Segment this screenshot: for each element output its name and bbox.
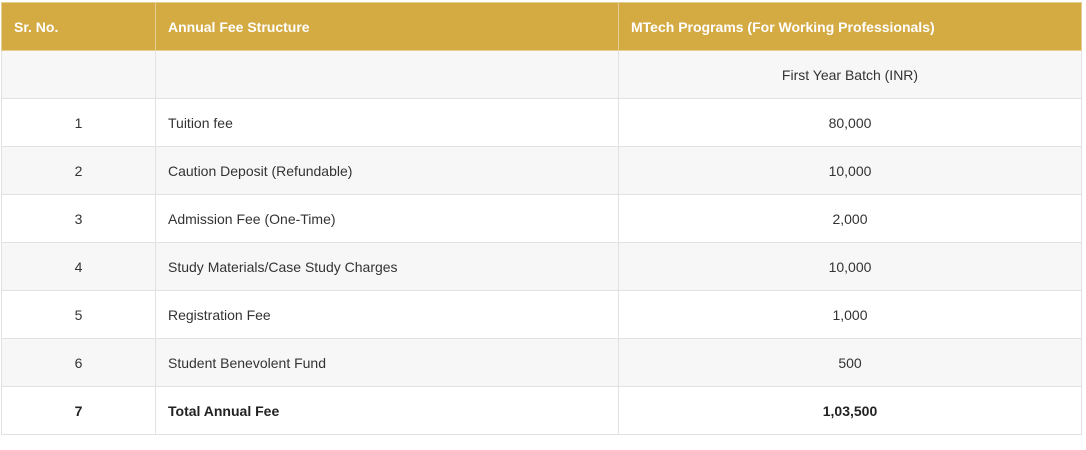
header-mtech-programs: MTech Programs (For Working Professional… <box>618 2 1082 51</box>
row-fee-amount: 2,000 <box>618 194 1082 243</box>
row-fee-item: Tuition fee <box>155 98 619 147</box>
row-sr-no: 6 <box>1 338 156 387</box>
row-fee-amount: 10,000 <box>618 242 1082 291</box>
subheader-item <box>155 50 619 99</box>
row-sr-no: 4 <box>1 242 156 291</box>
total-sr-no: 7 <box>1 386 156 435</box>
fee-structure-table: Sr. No. Annual Fee Structure MTech Progr… <box>1 2 1082 435</box>
header-fee-structure: Annual Fee Structure <box>155 2 619 51</box>
subheader-batch: First Year Batch (INR) <box>618 50 1082 99</box>
row-fee-item: Caution Deposit (Refundable) <box>155 146 619 195</box>
table-row: 2 Caution Deposit (Refundable) 10,000 <box>1 146 1082 195</box>
row-sr-no: 5 <box>1 290 156 339</box>
row-fee-item: Registration Fee <box>155 290 619 339</box>
table-row: 5 Registration Fee 1,000 <box>1 290 1082 339</box>
table-row: 3 Admission Fee (One-Time) 2,000 <box>1 194 1082 243</box>
table-row: 4 Study Materials/Case Study Charges 10,… <box>1 242 1082 291</box>
table-row: 6 Student Benevolent Fund 500 <box>1 338 1082 387</box>
row-fee-item: Admission Fee (One-Time) <box>155 194 619 243</box>
table-header-row: Sr. No. Annual Fee Structure MTech Progr… <box>1 2 1082 51</box>
subheader-sr <box>1 50 156 99</box>
total-amount: 1,03,500 <box>618 386 1082 435</box>
row-sr-no: 3 <box>1 194 156 243</box>
table-row: 1 Tuition fee 80,000 <box>1 98 1082 147</box>
row-fee-item: Student Benevolent Fund <box>155 338 619 387</box>
table-subheader-row: First Year Batch (INR) <box>1 50 1082 99</box>
row-fee-amount: 500 <box>618 338 1082 387</box>
row-fee-amount: 10,000 <box>618 146 1082 195</box>
row-fee-amount: 80,000 <box>618 98 1082 147</box>
table-total-row: 7 Total Annual Fee 1,03,500 <box>1 386 1082 435</box>
row-fee-item: Study Materials/Case Study Charges <box>155 242 619 291</box>
header-sr-no: Sr. No. <box>1 2 156 51</box>
row-sr-no: 2 <box>1 146 156 195</box>
row-fee-amount: 1,000 <box>618 290 1082 339</box>
total-label: Total Annual Fee <box>155 386 619 435</box>
row-sr-no: 1 <box>1 98 156 147</box>
